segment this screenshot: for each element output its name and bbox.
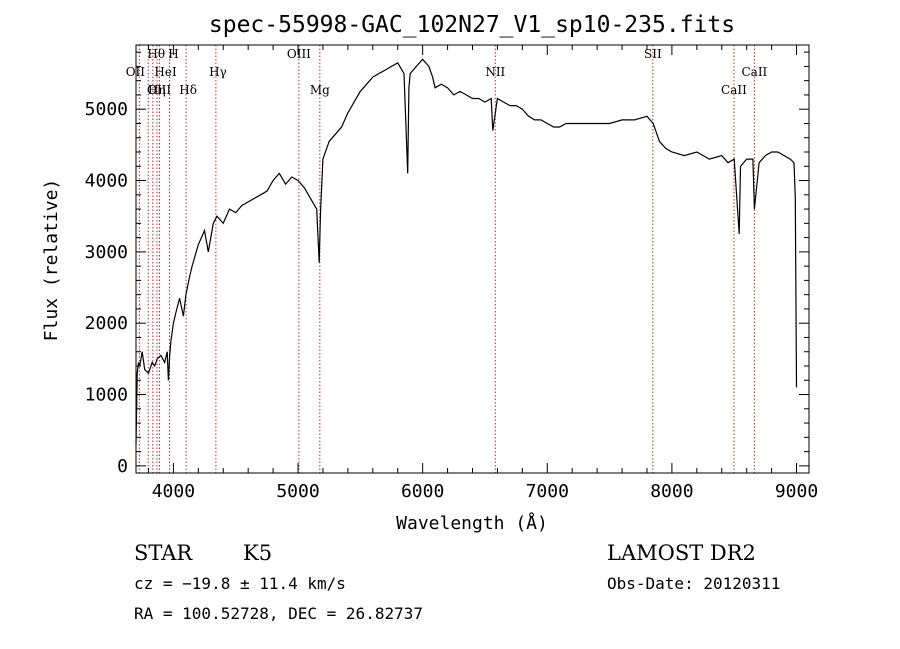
spectrum-line xyxy=(135,58,798,445)
line-label: Hδ xyxy=(179,83,197,97)
survey-name: LAMOST DR2 xyxy=(607,541,756,565)
x-tick-label: 8000 xyxy=(650,481,693,502)
x-tick-label: 7000 xyxy=(526,481,569,502)
line-label: NII xyxy=(485,65,505,79)
line-label: Hγ xyxy=(209,65,227,79)
line-label: Hθ xyxy=(147,47,165,61)
object-subclass: K5 xyxy=(243,541,272,565)
y-tick-label: 0 xyxy=(117,456,128,477)
y-tick-label: 5000 xyxy=(85,99,128,120)
x-tick-label: 6000 xyxy=(401,481,444,502)
line-label: HeI xyxy=(154,65,177,79)
line-label: CaII xyxy=(721,83,747,97)
object-class: STAR xyxy=(134,541,193,565)
chart-title: spec-55998-GAC_102N27_V1_sp10-235.fits xyxy=(209,12,735,38)
line-label: OIII xyxy=(287,47,311,61)
y-axis-label: Flux (relative) xyxy=(41,179,62,342)
line-label: Mg xyxy=(310,83,330,97)
observation-date: Obs-Date: 20120311 xyxy=(607,574,780,593)
x-axis-label: Wavelength (Å) xyxy=(396,512,548,534)
x-axis-ticks: 4000 5000 6000 7000 8000 9000 xyxy=(147,45,818,502)
coordinates: RA = 100.52728, DEC = 26.82737 xyxy=(134,604,423,623)
y-tick-label: 3000 xyxy=(85,242,128,263)
y-tick-label: 1000 xyxy=(85,385,128,406)
y-tick-label: 4000 xyxy=(85,171,128,192)
line-label: SII xyxy=(644,47,662,61)
info-panel: STAR K5 LAMOST DR2 cz = −19.8 ± 11.4 km/… xyxy=(134,541,780,623)
line-label: OIII xyxy=(147,83,171,97)
x-tick-label: 9000 xyxy=(775,481,818,502)
redshift-velocity: cz = −19.8 ± 11.4 km/s xyxy=(134,574,346,593)
x-tick-label: 4000 xyxy=(152,481,195,502)
x-tick-label: 5000 xyxy=(276,481,319,502)
y-axis-ticks: 0 1000 2000 3000 4000 5000 xyxy=(85,51,809,477)
y-tick-label: 2000 xyxy=(85,313,128,334)
line-label: CaII xyxy=(741,65,767,79)
line-label: Hη xyxy=(148,83,166,97)
spectrum-series xyxy=(135,58,798,445)
line-label: OII xyxy=(126,65,146,79)
plot-frame xyxy=(135,44,810,474)
spectral-line-markers xyxy=(138,45,755,473)
